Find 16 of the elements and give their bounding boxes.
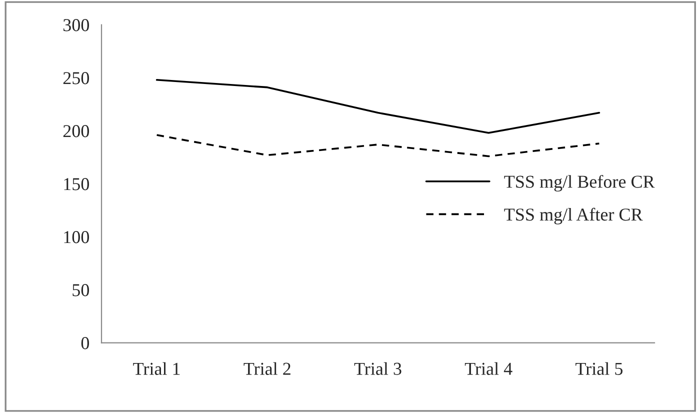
line-series	[156, 78, 600, 134]
legend-label: TSS mg/l After CR	[504, 208, 643, 224]
x-tick-label: Trial 4	[464, 362, 512, 375]
y-tick-label: 150	[64, 178, 90, 190]
y-tick-label: 50	[72, 284, 90, 296]
y-tick-label: 250	[63, 72, 90, 84]
y-tick-label: 200	[63, 125, 90, 138]
line-series	[156, 134, 600, 158]
x-tick-label: Trial 3	[354, 362, 402, 375]
y-tick-label: 300	[63, 19, 90, 32]
x-tick-label: Trial 5	[576, 362, 622, 375]
y-tick-label: 0	[81, 337, 90, 350]
x-tick-label: Trial 1	[133, 362, 180, 375]
x-tick-label: Trial 2	[244, 362, 290, 375]
legend-label: TSS mg/l Before CR	[504, 174, 655, 192]
y-tick-label: 100	[64, 231, 90, 244]
